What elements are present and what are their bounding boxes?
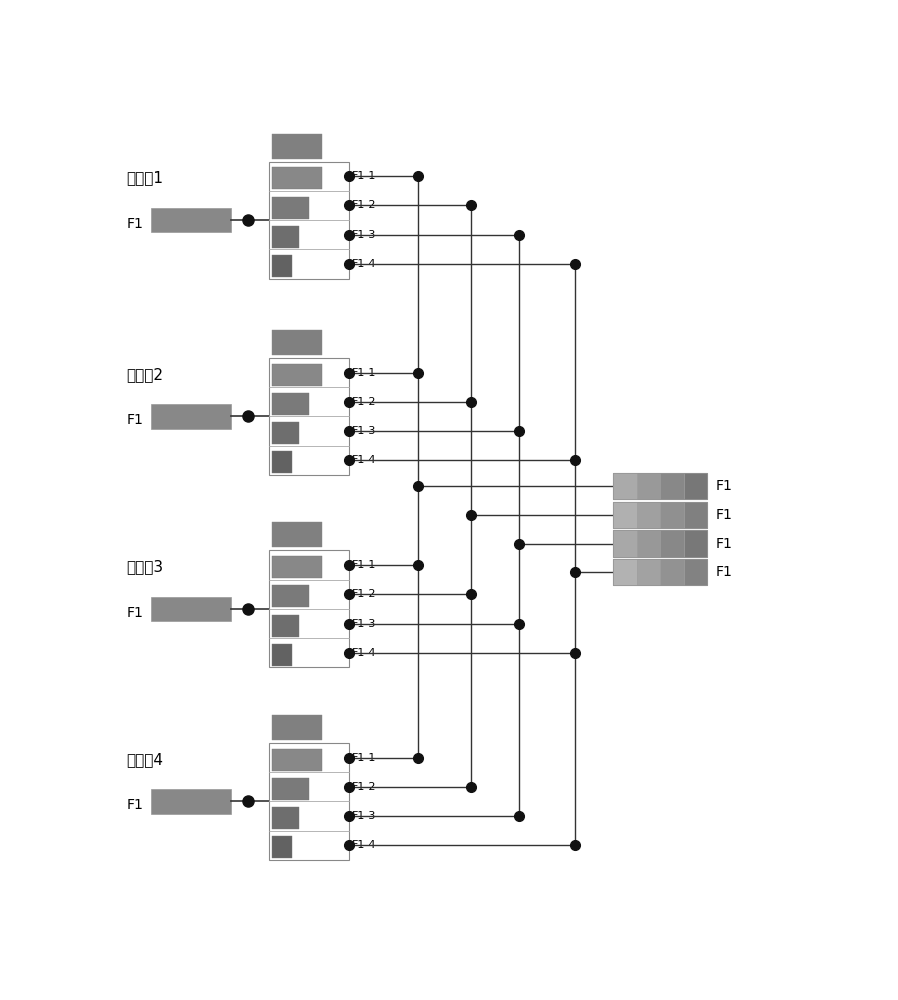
Bar bbox=[637, 530, 660, 557]
Bar bbox=[272, 585, 309, 607]
Bar bbox=[272, 134, 322, 158]
Text: F1: F1 bbox=[126, 606, 143, 620]
Bar bbox=[269, 550, 348, 667]
Bar bbox=[272, 556, 322, 578]
Text: F1-3: F1-3 bbox=[352, 619, 377, 629]
Text: 信关站4: 信关站4 bbox=[126, 752, 163, 767]
Bar bbox=[613, 559, 708, 585]
Bar bbox=[272, 615, 299, 637]
Bar bbox=[272, 522, 322, 547]
Bar bbox=[272, 715, 322, 740]
Bar bbox=[637, 502, 660, 528]
Text: F1-2: F1-2 bbox=[352, 200, 377, 210]
Bar bbox=[683, 502, 708, 528]
Text: 信关站2: 信关站2 bbox=[126, 367, 163, 382]
Bar bbox=[269, 162, 348, 279]
Text: F1-2: F1-2 bbox=[352, 397, 377, 407]
Bar bbox=[683, 473, 708, 499]
Text: F1: F1 bbox=[716, 565, 733, 579]
Text: F1-4: F1-4 bbox=[352, 840, 377, 850]
Text: F1-1: F1-1 bbox=[352, 560, 377, 570]
Bar bbox=[151, 404, 231, 429]
Text: F1: F1 bbox=[126, 798, 143, 812]
Text: F1: F1 bbox=[716, 536, 733, 550]
Bar bbox=[637, 473, 660, 499]
Bar bbox=[637, 559, 660, 585]
Bar bbox=[151, 789, 231, 814]
Bar bbox=[660, 502, 683, 528]
Text: F1: F1 bbox=[126, 413, 143, 427]
Bar bbox=[272, 255, 292, 277]
Bar bbox=[613, 530, 637, 557]
Text: F1-4: F1-4 bbox=[352, 259, 377, 269]
Bar bbox=[613, 473, 708, 499]
Bar bbox=[613, 559, 637, 585]
Bar bbox=[272, 197, 309, 219]
Text: F1-3: F1-3 bbox=[352, 230, 377, 240]
Text: F1: F1 bbox=[716, 479, 733, 493]
Bar bbox=[660, 530, 683, 557]
Bar bbox=[613, 502, 637, 528]
Bar bbox=[272, 364, 322, 386]
Bar bbox=[272, 226, 299, 248]
Text: F1-4: F1-4 bbox=[352, 455, 377, 465]
Bar bbox=[269, 358, 348, 475]
Text: F1-3: F1-3 bbox=[352, 811, 377, 821]
Bar bbox=[613, 502, 708, 528]
Text: F1-4: F1-4 bbox=[352, 648, 377, 658]
Bar bbox=[272, 778, 309, 800]
Bar bbox=[683, 559, 708, 585]
Bar bbox=[660, 559, 683, 585]
Bar bbox=[613, 530, 708, 557]
Bar bbox=[151, 597, 231, 621]
Bar bbox=[272, 749, 322, 771]
Bar bbox=[272, 807, 299, 829]
Bar bbox=[272, 167, 322, 189]
Bar bbox=[272, 422, 299, 444]
Bar bbox=[660, 473, 683, 499]
Bar bbox=[272, 393, 309, 415]
Bar bbox=[272, 330, 322, 355]
Bar bbox=[272, 451, 292, 473]
Text: F1-1: F1-1 bbox=[352, 753, 377, 763]
Text: F1-3: F1-3 bbox=[352, 426, 377, 436]
Text: F1: F1 bbox=[126, 217, 143, 231]
Text: F1-2: F1-2 bbox=[352, 782, 377, 792]
Text: F1-1: F1-1 bbox=[352, 171, 377, 181]
Bar bbox=[272, 644, 292, 666]
Text: 信关站3: 信关站3 bbox=[126, 559, 163, 574]
Bar bbox=[269, 743, 348, 860]
Text: 信关站1: 信关站1 bbox=[126, 170, 163, 185]
Text: F1: F1 bbox=[716, 508, 733, 522]
Bar bbox=[151, 208, 231, 232]
Text: F1-1: F1-1 bbox=[352, 368, 377, 378]
Bar bbox=[683, 530, 708, 557]
Text: F1-2: F1-2 bbox=[352, 589, 377, 599]
Bar bbox=[613, 473, 637, 499]
Bar bbox=[272, 836, 292, 858]
